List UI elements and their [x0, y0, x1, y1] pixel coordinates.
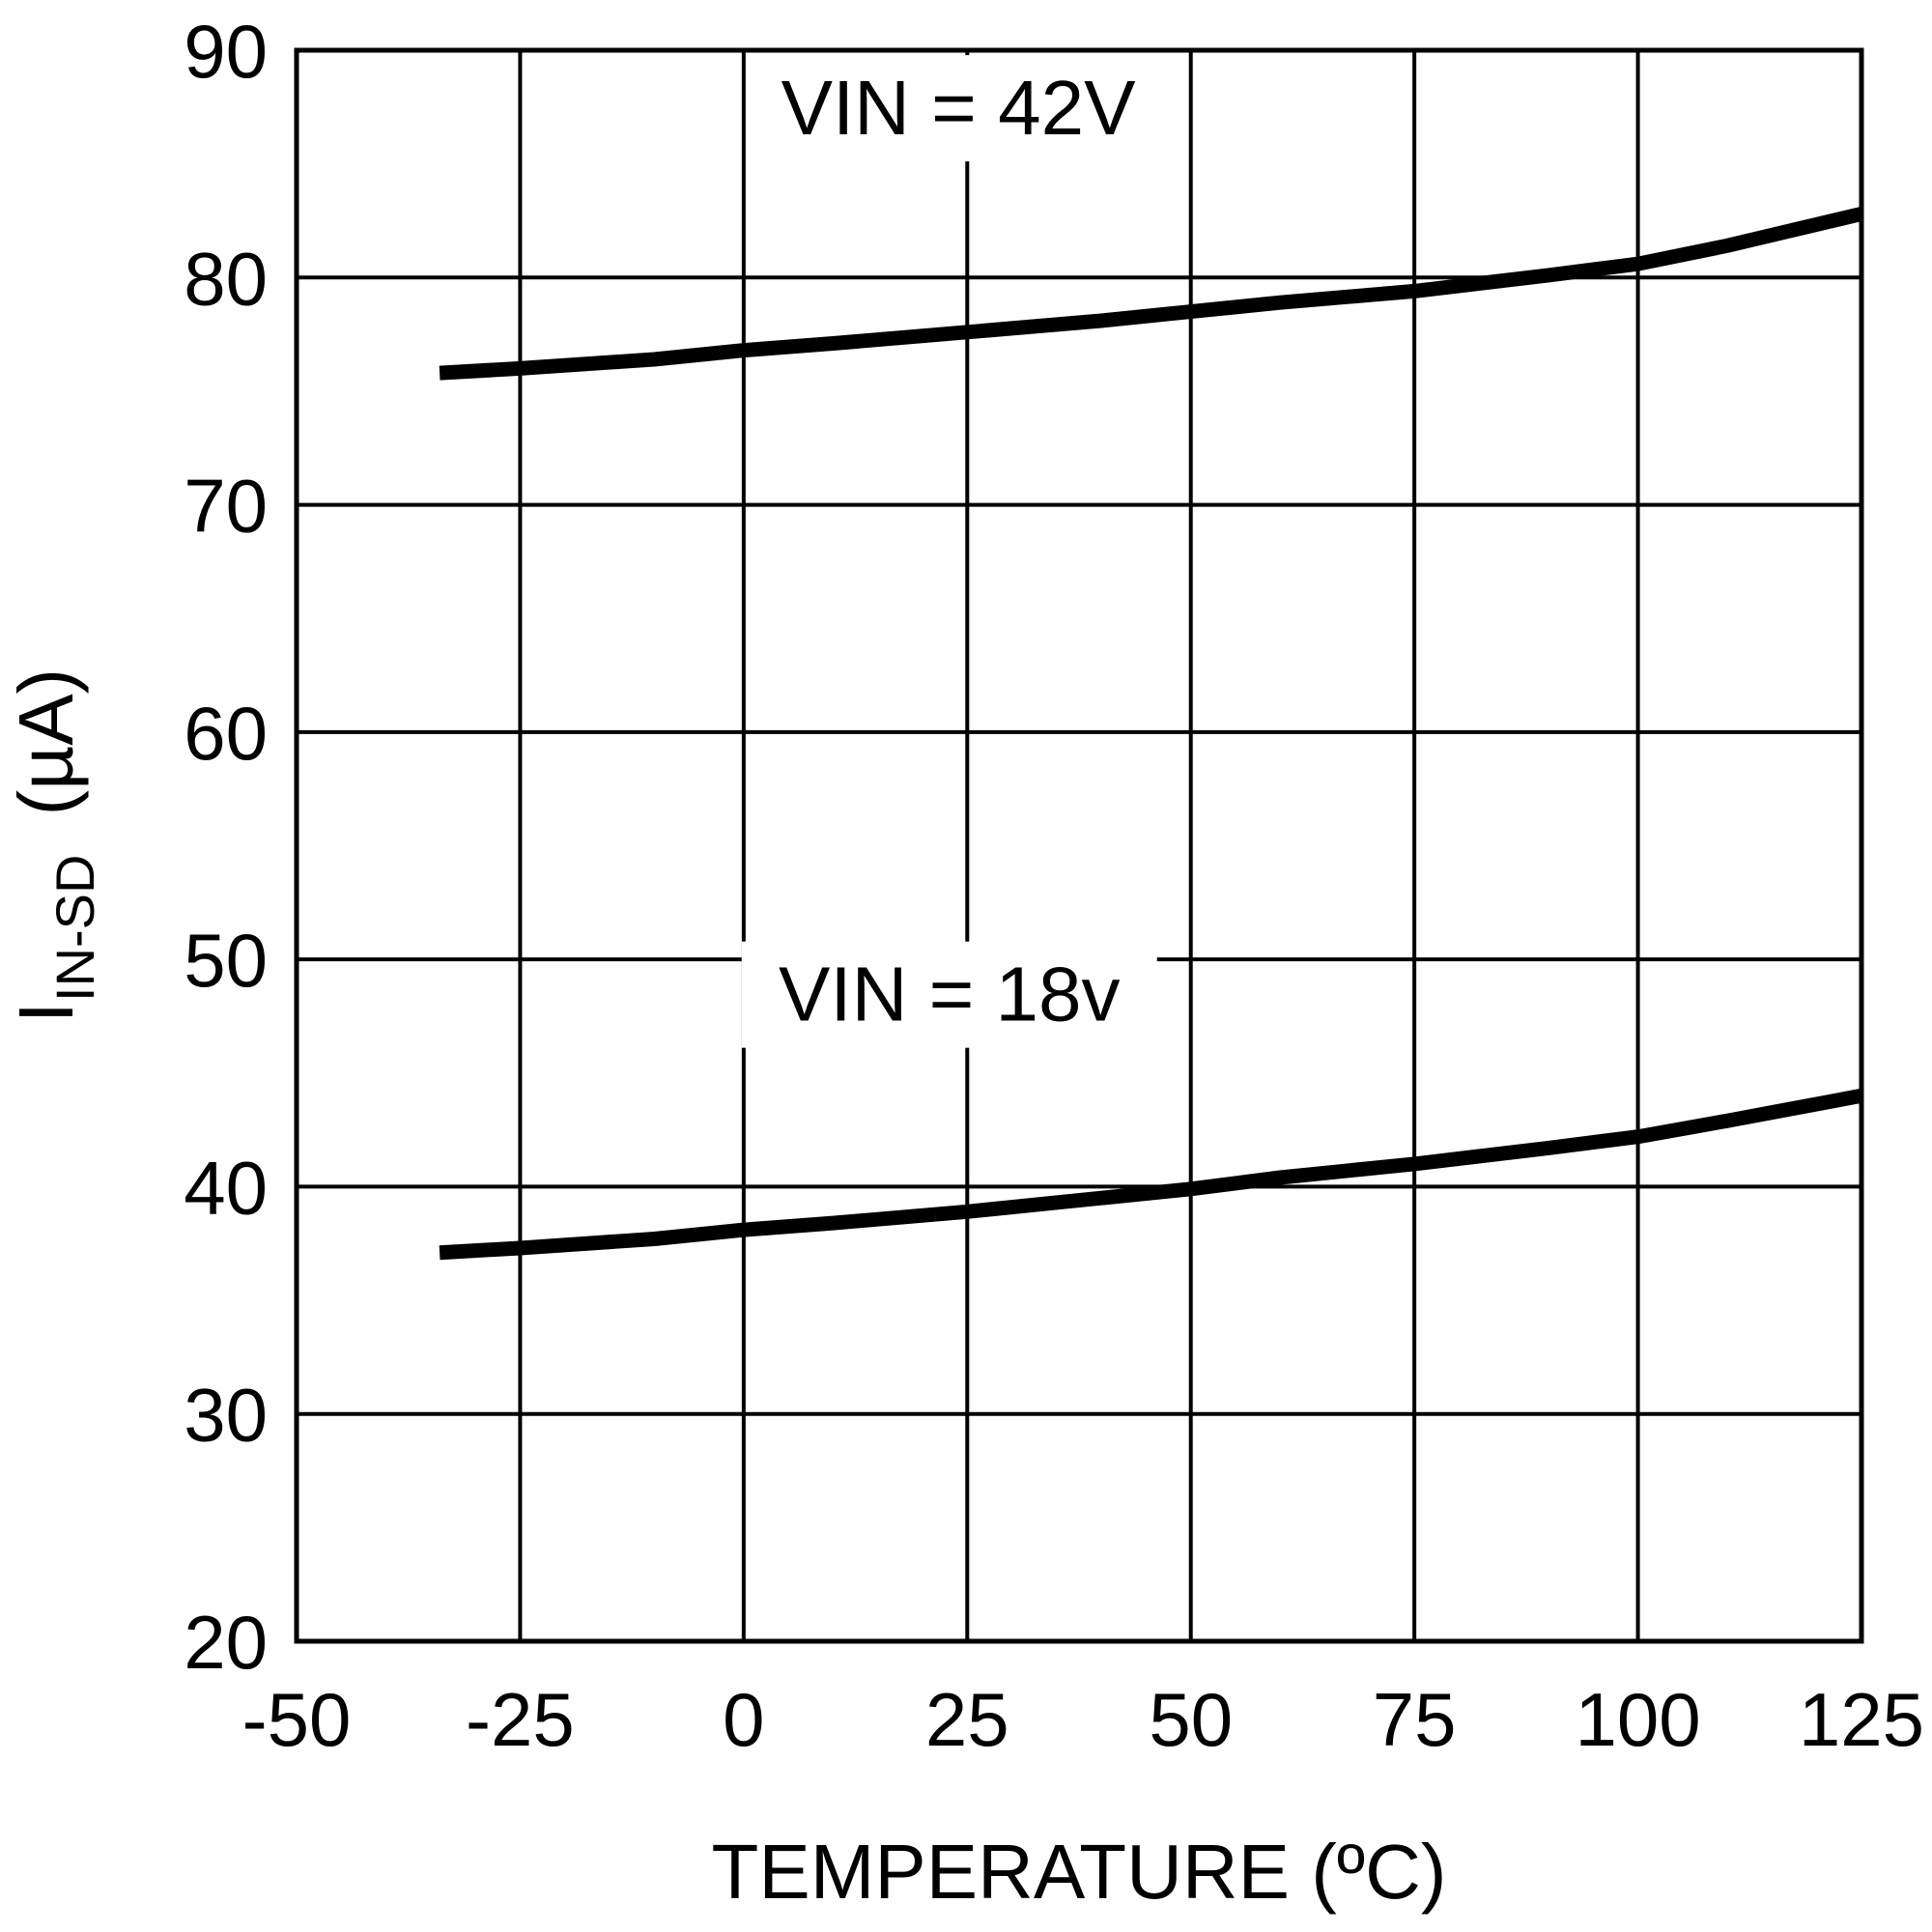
y-tick-label: 90 [184, 9, 268, 94]
x-tick-label: 0 [723, 1677, 764, 1762]
annotation-background [741, 941, 1157, 1048]
y-axis-title-main: I [3, 1002, 89, 1023]
y-axis-title-unit: (µA) [3, 668, 89, 816]
y-tick-label: 60 [184, 691, 268, 776]
x-tick-label: 75 [1373, 1677, 1457, 1762]
plot-frame [294, 47, 1864, 1644]
y-axis-title: IIN-SD (µA) [3, 668, 105, 1023]
x-tick-label: -50 [242, 1677, 352, 1762]
y-tick-labels: 20 30 40 50 60 70 80 90 [184, 9, 268, 1685]
x-tick-label: 50 [1149, 1677, 1233, 1762]
y-tick-label: 50 [184, 918, 268, 1003]
series-line-vin-42v [439, 207, 1863, 381]
data-series [439, 207, 1863, 1261]
y-tick-label: 30 [184, 1373, 268, 1458]
y-tick-label: 70 [184, 464, 268, 549]
x-tick-labels: -50 -25 0 25 50 75 100 125 [242, 1677, 1924, 1762]
grid-lines [295, 48, 1863, 1643]
annotation-background [751, 55, 1167, 162]
x-axis-title: TEMPERATURE (ºC) [711, 1829, 1446, 1915]
annotation-label: VIN = 18v [779, 952, 1121, 1037]
x-tick-label: 125 [1799, 1677, 1924, 1762]
x-tick-label: -25 [466, 1677, 575, 1762]
annotation-label: VIN = 42V [781, 65, 1137, 151]
y-tick-label: 40 [184, 1145, 268, 1230]
y-tick-label: 20 [184, 1600, 268, 1685]
x-tick-label: 100 [1576, 1677, 1701, 1762]
y-tick-label: 80 [184, 236, 268, 321]
x-tick-label: 25 [925, 1677, 1009, 1762]
series-line-vin-18v [439, 1088, 1863, 1261]
annotations: VIN = 42V VIN = 18v [741, 55, 1167, 1048]
y-axis-title-subscript: IN-SD [44, 855, 105, 1002]
